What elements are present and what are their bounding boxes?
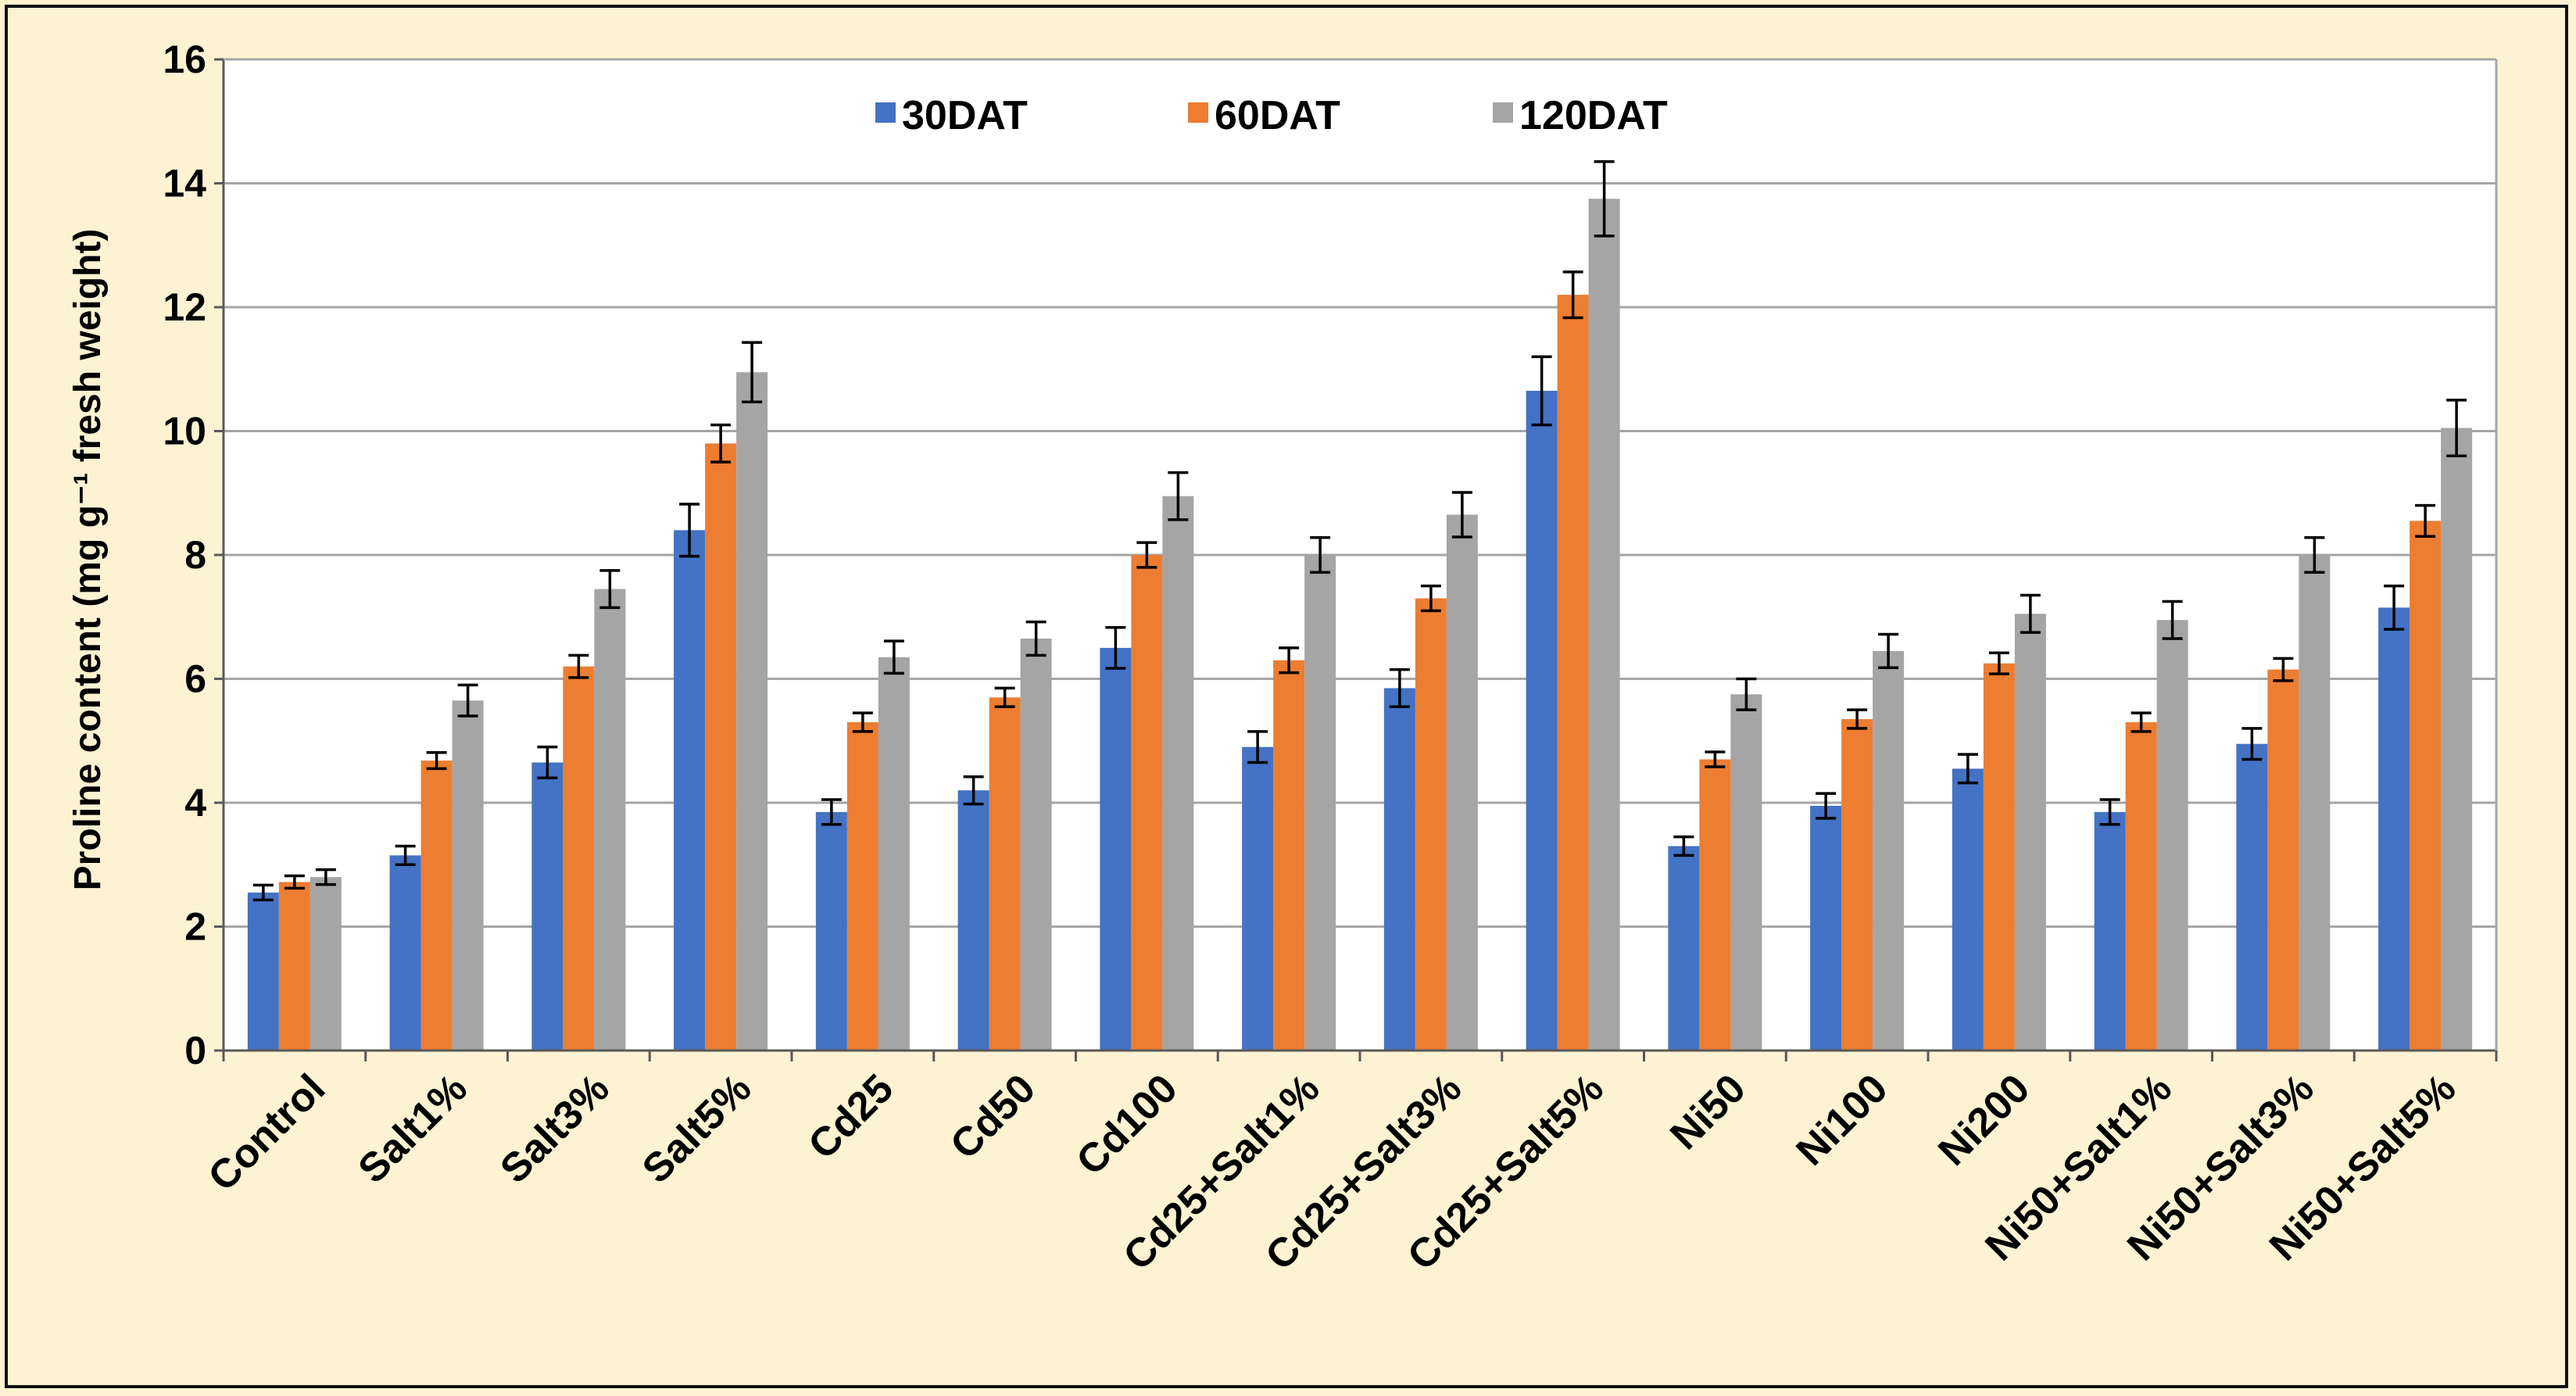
bar-60DAT-0 — [278, 882, 310, 1051]
bar-60DAT-4 — [846, 721, 878, 1051]
bar-60DAT-10 — [1699, 759, 1731, 1051]
bar-30DAT-4 — [815, 811, 847, 1051]
bar-30DAT-14 — [2236, 743, 2268, 1051]
bar-30DAT-13 — [2094, 811, 2126, 1051]
bar-120DAT-10 — [1730, 694, 1762, 1051]
legend-label-120DAT: 120DAT — [1519, 93, 1668, 138]
y-tick-label: 0 — [184, 1029, 206, 1072]
legend-swatch-120DAT — [1493, 102, 1513, 123]
bar-30DAT-7 — [1242, 746, 1274, 1051]
bar-60DAT-5 — [989, 697, 1021, 1051]
bar-60DAT-6 — [1131, 555, 1163, 1051]
bar-120DAT-13 — [2156, 620, 2188, 1051]
y-tick-label: 2 — [184, 905, 206, 949]
bar-60DAT-2 — [563, 666, 595, 1051]
y-tick-label: 6 — [184, 657, 206, 701]
bar-60DAT-3 — [705, 443, 737, 1051]
bar-120DAT-12 — [2014, 614, 2046, 1051]
legend-label-30DAT: 30DAT — [902, 93, 1028, 138]
bar-60DAT-11 — [1841, 719, 1873, 1051]
bar-60DAT-14 — [2267, 669, 2299, 1051]
bar-120DAT-2 — [594, 589, 626, 1051]
y-axis-label: Proline content (mg g⁻¹ fresh weight) — [67, 229, 109, 891]
x-tick-label: Ni100 — [1787, 1065, 1896, 1174]
y-tick-label: 4 — [184, 781, 206, 825]
x-tick-label: Cd25 — [800, 1065, 902, 1168]
y-tick-label: 10 — [163, 410, 206, 453]
legend-swatch-60DAT — [1188, 102, 1208, 123]
x-tick-label: Cd50 — [942, 1065, 1044, 1168]
bar-120DAT-15 — [2441, 428, 2473, 1051]
bar-120DAT-3 — [736, 372, 768, 1051]
bar-120DAT-4 — [878, 657, 910, 1051]
bar-30DAT-9 — [1526, 390, 1558, 1051]
bar-30DAT-15 — [2378, 607, 2410, 1051]
bar-60DAT-12 — [1983, 663, 2015, 1051]
bar-60DAT-9 — [1557, 295, 1589, 1051]
bar-60DAT-7 — [1273, 660, 1305, 1051]
bar-60DAT-13 — [2125, 721, 2157, 1051]
x-tick-label: Cd100 — [1068, 1065, 1186, 1183]
x-tick-label: Salt1% — [350, 1065, 477, 1192]
bar-30DAT-0 — [247, 892, 279, 1051]
legend-swatch-30DAT — [875, 102, 896, 123]
legend-label-60DAT: 60DAT — [1215, 93, 1340, 138]
bar-30DAT-8 — [1383, 688, 1415, 1051]
y-tick-label: 12 — [163, 285, 206, 329]
x-tick-label: Ni200 — [1930, 1065, 2038, 1174]
y-tick-label: 14 — [163, 162, 206, 206]
bar-120DAT-6 — [1162, 496, 1194, 1051]
bar-30DAT-12 — [1952, 768, 1984, 1051]
x-tick-label: Salt5% — [634, 1065, 760, 1192]
bar-30DAT-11 — [1810, 805, 1842, 1051]
bar-120DAT-9 — [1588, 199, 1620, 1051]
bar-30DAT-1 — [389, 855, 421, 1051]
bar-120DAT-0 — [309, 877, 342, 1051]
bar-30DAT-5 — [957, 790, 989, 1051]
bar-30DAT-6 — [1100, 647, 1132, 1051]
bar-120DAT-11 — [1873, 650, 1905, 1051]
legend: 30DAT 60DAT 120DAT — [875, 93, 1668, 138]
bars — [247, 160, 2473, 1051]
bar-120DAT-1 — [452, 700, 484, 1051]
y-tick-label: 16 — [163, 38, 206, 81]
bar-30DAT-2 — [531, 762, 564, 1051]
bar-120DAT-7 — [1304, 555, 1336, 1051]
x-tick-label: Ni50 — [1662, 1065, 1755, 1158]
x-tick-label: Control — [200, 1065, 335, 1200]
bar-30DAT-3 — [674, 530, 706, 1051]
bar-60DAT-15 — [2410, 521, 2442, 1051]
bar-120DAT-5 — [1020, 638, 1052, 1051]
y-tick-label: 8 — [184, 533, 206, 577]
bar-120DAT-8 — [1446, 514, 1478, 1051]
x-tick-label: Salt3% — [492, 1065, 618, 1192]
bar-60DAT-8 — [1415, 598, 1447, 1051]
bar-30DAT-10 — [1668, 846, 1700, 1051]
bar-60DAT-1 — [420, 761, 453, 1051]
bar-120DAT-14 — [2299, 555, 2331, 1051]
